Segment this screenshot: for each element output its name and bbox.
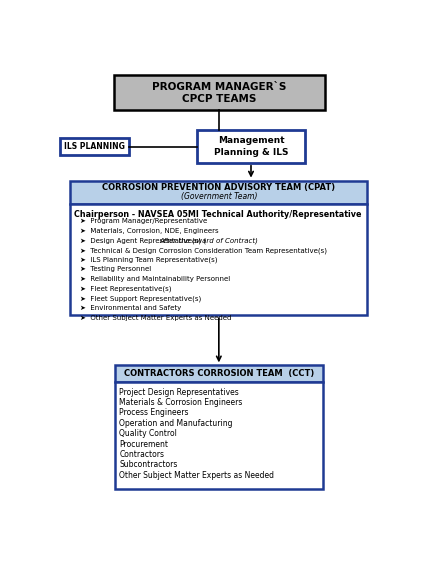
Text: PROGRAM MANAGER`S
CPCP TEAMS: PROGRAM MANAGER`S CPCP TEAMS [152, 82, 286, 103]
Text: Management
Planning & ILS: Management Planning & ILS [213, 136, 288, 157]
Text: CONTRACTORS CORROSION TEAM  (CCT): CONTRACTORS CORROSION TEAM (CCT) [124, 369, 314, 378]
Bar [115, 382, 322, 488]
Text: ➤  Environmental and Safety: ➤ Environmental and Safety [80, 305, 181, 311]
Bar [114, 75, 324, 110]
Text: ➤  Fleet Support Representative(s): ➤ Fleet Support Representative(s) [80, 295, 201, 302]
Text: ➤  Program Manager/Representative: ➤ Program Manager/Representative [80, 218, 207, 224]
Text: After the award of Contract): After the award of Contract) [159, 238, 258, 244]
Bar [70, 181, 366, 204]
Text: ➤  ILS Planning Team Representative(s): ➤ ILS Planning Team Representative(s) [80, 257, 217, 263]
Bar [60, 138, 129, 155]
Text: ILS PLANNING: ILS PLANNING [64, 142, 124, 151]
Bar [196, 130, 305, 163]
Text: ➤  Technical & Design Corrosion Consideration Team Representative(s): ➤ Technical & Design Corrosion Considera… [80, 247, 326, 254]
Text: Process Engineers: Process Engineers [119, 409, 188, 417]
Text: ➤  Testing Personnel: ➤ Testing Personnel [80, 266, 151, 273]
Text: Operation and Manufacturing: Operation and Manufacturing [119, 419, 232, 428]
Text: Contractors: Contractors [119, 450, 164, 459]
Text: Materials & Corrosion Engineers: Materials & Corrosion Engineers [119, 398, 242, 407]
Text: Chairperson - NAVSEA 05MI Technical Authority/Representative: Chairperson - NAVSEA 05MI Technical Auth… [74, 210, 361, 219]
Text: CORROSION PREVENTION ADVISORY TEAM (CPAT): CORROSION PREVENTION ADVISORY TEAM (CPAT… [102, 183, 334, 192]
Text: Project Design Representatives: Project Design Representatives [119, 387, 239, 397]
Bar [70, 204, 366, 315]
Text: ➤  Other Subject Matter Experts as Needed: ➤ Other Subject Matter Experts as Needed [80, 315, 230, 320]
Text: ➤  Design Agent Representative(s) (: ➤ Design Agent Representative(s) ( [80, 238, 205, 244]
Text: Other Subject Matter Experts as Needed: Other Subject Matter Experts as Needed [119, 471, 273, 480]
Text: Quality Control: Quality Control [119, 429, 177, 438]
Text: ➤  Reliability and Maintainability Personnel: ➤ Reliability and Maintainability Person… [80, 276, 230, 282]
Bar [115, 365, 322, 382]
Text: (Government Team): (Government Team) [180, 192, 256, 201]
Text: ➤  Fleet Representative(s): ➤ Fleet Representative(s) [80, 286, 171, 292]
Text: Subcontractors: Subcontractors [119, 460, 177, 470]
Text: ➤  Materials, Corrosion, NDE, Engineers: ➤ Materials, Corrosion, NDE, Engineers [80, 228, 218, 234]
Text: Procurement: Procurement [119, 440, 168, 449]
